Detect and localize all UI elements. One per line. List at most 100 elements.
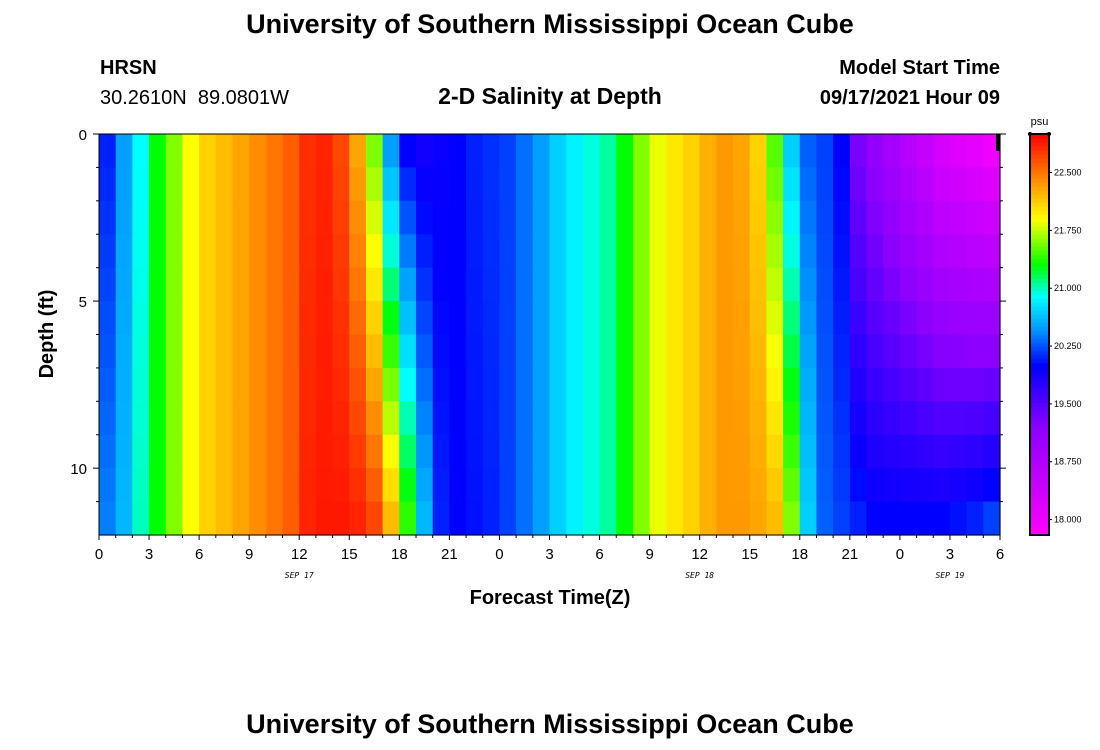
colorbar-segment [1030,378,1049,384]
heatmap-cell [783,367,801,402]
heatmap-cell [165,501,184,536]
chart-subtitle: 2-D Salinity at Depth [438,83,662,109]
heatmap-cell [599,334,617,369]
heatmap-cell [232,501,250,536]
heatmap-cell [466,267,484,302]
date-label: SEP 18 [685,571,714,580]
colorbar-segment [1030,422,1049,428]
heatmap-cell [566,267,584,302]
heatmap-cell [566,200,584,235]
heatmap-cell [132,401,150,436]
heatmap-cell [883,267,901,302]
heatmap-cell [916,434,934,469]
y-axis-title: Depth (ft) [36,290,58,379]
x-axis-title: Forecast Time(Z) [470,587,631,609]
heatmap-cell [432,167,450,202]
colorbar-segment [1030,362,1049,368]
heatmap-cell [132,434,150,469]
heatmap-cell [199,234,217,269]
heatmap-cell [916,200,934,235]
colorbar-frame [1029,133,1050,536]
heatmap-cell [916,468,934,503]
heatmap-cell [632,334,651,369]
heatmap-cell [466,134,484,169]
heatmap-cell [249,267,267,302]
heatmap-cell [182,167,200,202]
heatmap-cell [649,267,667,302]
heatmap-cell [199,401,217,436]
heatmap-cell [733,167,751,202]
heatmap-cell [249,234,267,269]
heatmap-cell [849,267,868,302]
colorbar-segment [1030,426,1049,432]
heatmap-cell [566,468,584,503]
colorbar-segment [1030,506,1049,512]
heatmap-cell [716,501,734,536]
heatmap-cell [833,167,851,202]
heatmap-cell [549,367,567,402]
heatmap-cell [649,301,667,336]
heatmap-cell [449,434,467,469]
heatmap-cell [299,501,317,536]
heatmap-cell [783,468,801,503]
heatmap-cell [249,167,267,202]
heatmap-cell [699,334,717,369]
heatmap-cell [466,401,484,436]
heatmap-cell [399,367,417,402]
colorbar-segment [1030,218,1049,223]
heatmap-cell [299,334,317,369]
heatmap-cell [449,334,467,369]
colorbar-segment [1030,458,1049,464]
heatmap-cell [482,367,501,402]
x-tick-label: 12 [691,546,708,563]
colorbar-segment [1030,270,1049,275]
colorbar-segment [1030,526,1049,532]
heatmap-cell [766,134,784,169]
heatmap-cell [766,267,784,302]
colorbar-segment [1030,418,1049,424]
heatmap-cell [849,334,868,369]
colorbar-segment [1030,358,1049,364]
heatmap-cell [816,501,834,536]
heatmap-cell [382,301,400,336]
heatmap-cell [733,401,751,436]
heatmap-cell [783,200,801,235]
heatmap-cell [115,501,133,536]
heatmap-cell [833,501,851,536]
colorbar-segment [1030,242,1049,247]
heatmap-cell [399,468,417,503]
heatmap-cell [749,367,768,402]
heatmap-cell [899,267,918,302]
heatmap-cell [766,301,784,336]
heatmap-cell [332,167,350,202]
heatmap-cell [883,367,901,402]
heatmap-cell [365,200,384,235]
heatmap-cell [432,301,450,336]
heatmap-cell [315,267,334,302]
heatmap-cell [849,468,868,503]
colorbar-unit: psu [1031,116,1049,128]
heatmap-cell [833,367,851,402]
x-tick-label: 12 [291,546,308,563]
colorbar-segment [1030,434,1049,440]
heatmap-cell [399,501,417,536]
heatmap-cell [516,134,534,169]
heatmap-cell [265,334,284,369]
heatmap-cell [682,267,701,302]
colorbar-corner-dot [1047,132,1051,136]
heatmap-cell [966,234,984,269]
x-tick-label: 21 [841,546,858,563]
heatmap-cell [482,401,501,436]
heatmap-cell [766,501,784,536]
heatmap-cell [99,200,117,235]
heatmap-cell [349,501,367,536]
heatmap-cell [682,234,701,269]
heatmap-cell [866,334,884,369]
heatmap-cell [749,301,768,336]
heatmap-cell [115,401,133,436]
heatmap-cell [699,468,717,503]
colorbar-segment [1030,266,1049,271]
heatmap-cell [449,401,467,436]
heatmap-cell [833,301,851,336]
